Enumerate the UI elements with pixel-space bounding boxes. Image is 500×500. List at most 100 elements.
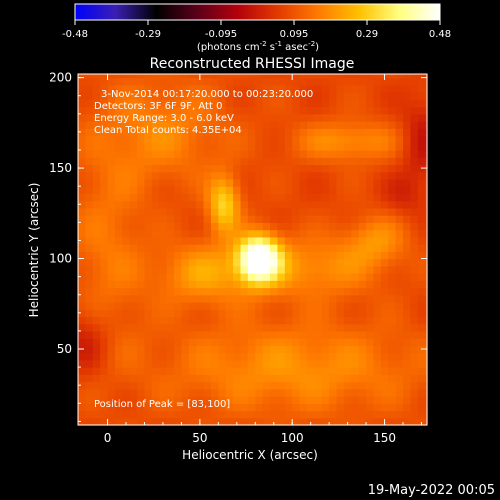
heatmap-cell bbox=[329, 330, 338, 339]
heatmap-cell bbox=[329, 207, 338, 216]
heatmap-cell bbox=[336, 77, 345, 86]
heatmap-cell bbox=[255, 128, 264, 137]
heatmap-cell bbox=[218, 388, 227, 397]
heatmap-cell bbox=[144, 92, 153, 100]
heatmap-cell bbox=[203, 251, 212, 260]
heatmap-cell bbox=[270, 171, 279, 180]
heatmap-cell bbox=[151, 236, 160, 245]
heatmap-cell bbox=[402, 186, 411, 195]
heatmap-cell bbox=[240, 287, 249, 296]
heatmap-cell bbox=[107, 142, 116, 151]
heatmap-cell bbox=[166, 309, 175, 318]
heatmap-cell bbox=[329, 142, 338, 151]
heatmap-cell bbox=[425, 84, 428, 93]
heatmap-cell bbox=[100, 273, 109, 281]
heatmap-cell bbox=[174, 92, 183, 100]
heatmap-cell bbox=[218, 273, 227, 281]
heatmap-cell bbox=[107, 215, 116, 223]
heatmap-cell bbox=[129, 77, 138, 86]
heatmap-cell bbox=[174, 99, 183, 108]
heatmap-cell bbox=[292, 236, 301, 245]
heatmap-cell bbox=[107, 178, 116, 187]
heatmap-cell bbox=[159, 410, 168, 419]
heatmap-cell bbox=[203, 236, 212, 245]
heatmap-cell bbox=[233, 330, 242, 339]
heatmap-cell bbox=[137, 396, 146, 404]
heatmap-cell bbox=[306, 244, 315, 252]
heatmap-cell bbox=[78, 388, 86, 397]
heatmap-cell bbox=[402, 251, 411, 260]
heatmap-cell bbox=[321, 244, 330, 252]
heatmap-cell bbox=[240, 171, 249, 180]
heatmap-cell bbox=[151, 403, 160, 412]
heatmap-cell bbox=[166, 388, 175, 397]
heatmap-cell bbox=[166, 178, 175, 187]
heatmap-cell bbox=[380, 265, 389, 274]
heatmap-cell bbox=[358, 157, 367, 166]
heatmap-cell bbox=[299, 258, 308, 267]
heatmap-cell bbox=[218, 157, 227, 166]
heatmap-cell bbox=[159, 316, 168, 325]
heatmap-cell bbox=[306, 309, 315, 318]
heatmap-cell bbox=[277, 74, 286, 79]
heatmap-cell bbox=[174, 236, 183, 245]
heatmap-cell bbox=[233, 157, 242, 166]
heatmap-cell bbox=[402, 92, 411, 100]
heatmap-cell bbox=[388, 359, 397, 368]
heatmap-cell bbox=[233, 410, 242, 419]
heatmap-cell bbox=[343, 135, 352, 144]
heatmap-cell bbox=[233, 309, 242, 318]
heatmap-cell bbox=[218, 99, 227, 108]
heatmap-cell bbox=[425, 207, 428, 216]
heatmap-cell bbox=[292, 367, 301, 375]
heatmap-cell bbox=[417, 273, 426, 281]
heatmap-cell bbox=[225, 207, 234, 216]
heatmap-cell bbox=[188, 121, 197, 129]
heatmap-cell bbox=[314, 265, 323, 274]
heatmap-cell bbox=[336, 338, 345, 346]
heatmap-cell bbox=[85, 149, 94, 158]
heatmap-cell bbox=[151, 171, 160, 180]
heatmap-cell bbox=[380, 193, 389, 202]
heatmap-cell bbox=[151, 186, 160, 195]
heatmap-cell bbox=[196, 200, 205, 209]
heatmap-cell bbox=[277, 128, 286, 137]
heatmap-cell bbox=[425, 77, 428, 86]
heatmap-cell bbox=[306, 106, 315, 115]
heatmap-cell bbox=[85, 171, 94, 180]
heatmap-cell bbox=[129, 330, 138, 339]
heatmap-cell bbox=[174, 200, 183, 209]
heatmap-cell bbox=[351, 338, 360, 346]
heatmap-cell bbox=[100, 229, 109, 238]
heatmap-cell bbox=[129, 352, 138, 361]
heatmap-cell bbox=[137, 403, 146, 412]
heatmap-cell bbox=[107, 309, 116, 318]
unit-sup: -2 bbox=[308, 40, 315, 48]
heatmap-cell bbox=[122, 84, 131, 93]
heatmap-cell bbox=[262, 294, 271, 303]
heatmap-cell bbox=[373, 135, 382, 144]
heatmap-cell bbox=[425, 142, 428, 151]
heatmap-cell bbox=[351, 374, 360, 383]
heatmap-cell bbox=[85, 135, 94, 144]
heatmap-cell bbox=[351, 352, 360, 361]
heatmap-cell bbox=[159, 301, 168, 310]
heatmap-cell bbox=[210, 236, 219, 245]
heatmap-cell bbox=[78, 316, 86, 325]
heatmap-cell bbox=[270, 309, 279, 318]
heatmap-cell bbox=[203, 207, 212, 216]
heatmap-cell bbox=[92, 142, 101, 151]
heatmap-cell bbox=[122, 229, 131, 238]
heatmap-cell bbox=[233, 164, 242, 173]
heatmap-cell bbox=[144, 186, 153, 195]
heatmap-cell bbox=[247, 273, 256, 281]
heatmap-cell bbox=[210, 381, 219, 390]
heatmap-cell bbox=[107, 84, 116, 93]
heatmap-cell bbox=[321, 345, 330, 354]
heatmap-cell bbox=[284, 164, 293, 173]
heatmap-cell bbox=[188, 193, 197, 202]
heatmap-cell bbox=[299, 186, 308, 195]
heatmap-cell bbox=[159, 207, 168, 216]
colorbar-ticks: -0.48 -0.29 -0.095 0.095 0.29 0.48 bbox=[62, 20, 451, 40]
heatmap-cell bbox=[395, 309, 404, 318]
